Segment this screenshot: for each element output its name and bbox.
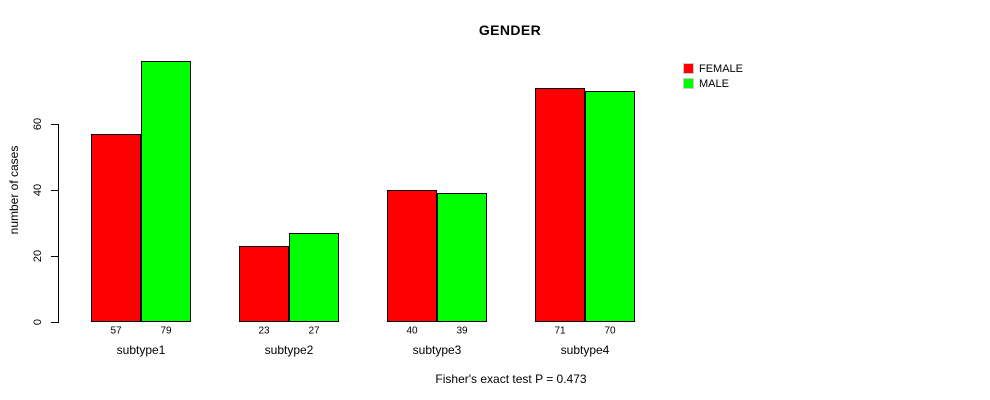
- y-tick-label: 60: [32, 117, 44, 131]
- legend-item-male: MALE: [683, 76, 743, 91]
- y-tick: [51, 322, 58, 323]
- legend-label-female: FEMALE: [699, 62, 744, 75]
- bar-value-label: 39: [456, 325, 468, 337]
- y-axis-label: number of cases: [7, 145, 21, 235]
- category-label-subtype3: subtype3: [412, 343, 462, 357]
- bar-value-label: 71: [554, 325, 566, 337]
- bar-value-label: 79: [160, 325, 172, 337]
- category-label-subtype2: subtype2: [264, 343, 314, 357]
- bar-value-label: 23: [258, 325, 270, 337]
- chart-title: GENDER: [478, 22, 542, 38]
- y-tick: [51, 256, 58, 257]
- bar-male-subtype2: [289, 233, 339, 322]
- bar-value-label: 70: [604, 325, 616, 337]
- legend: FEMALE MALE: [683, 61, 743, 91]
- bar-value-label: 57: [110, 325, 122, 337]
- category-label-subtype1: subtype1: [116, 343, 166, 357]
- y-tick-label: 0: [32, 318, 44, 326]
- bar-female-subtype2: [239, 246, 289, 322]
- bar-female-subtype1: [91, 134, 141, 322]
- legend-label-male: MALE: [699, 77, 729, 90]
- y-tick-label: 20: [32, 249, 44, 263]
- category-label-subtype4: subtype4: [560, 343, 610, 357]
- legend-item-female: FEMALE: [683, 61, 743, 76]
- y-tick: [51, 124, 58, 125]
- caption-fishers-test: Fisher's exact test P = 0.473: [435, 372, 587, 386]
- male-color-swatch: [683, 78, 694, 89]
- bar-female-subtype3: [387, 190, 437, 322]
- bar-male-subtype1: [141, 61, 191, 322]
- bar-value-label: 40: [406, 325, 418, 337]
- bar-male-subtype4: [585, 91, 635, 322]
- bar-male-subtype3: [437, 193, 487, 322]
- bar-value-label: 27: [308, 325, 320, 337]
- y-tick-label: 40: [32, 183, 44, 197]
- y-tick: [51, 190, 58, 191]
- female-color-swatch: [683, 63, 694, 74]
- y-axis-line: [58, 124, 59, 323]
- bar-female-subtype4: [535, 88, 585, 322]
